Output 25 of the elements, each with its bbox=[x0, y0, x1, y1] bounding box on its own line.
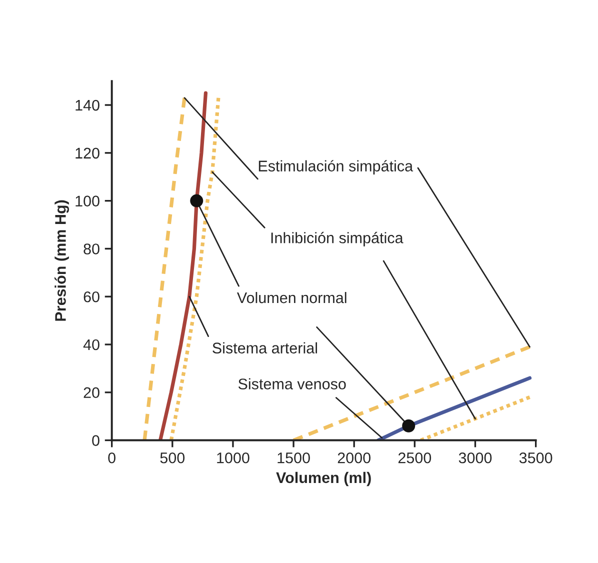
annotation: Inhibición simpática bbox=[271, 232, 404, 246]
y-tick-label: 140 bbox=[76, 100, 100, 111]
y-tick-label: 60 bbox=[84, 291, 100, 302]
line-series bbox=[158, 91, 208, 440]
annotation: Sistema arterial bbox=[212, 342, 317, 354]
y-tick-label: 20 bbox=[84, 387, 100, 398]
annotation: Sistema venoso bbox=[238, 378, 346, 390]
x-tick-label: 500 bbox=[160, 452, 185, 464]
x-tick-label: 1500 bbox=[278, 452, 310, 464]
x-tick-label: 2500 bbox=[398, 452, 432, 464]
y-tick-label: 120 bbox=[76, 148, 100, 159]
x-tick-label: 1000 bbox=[217, 452, 250, 464]
x-tick-label: 3500 bbox=[519, 452, 552, 464]
y-tick-label: 0 bbox=[92, 435, 100, 446]
y-tick-label: 100 bbox=[76, 196, 100, 206]
x-tick-label: 3000 bbox=[458, 452, 492, 464]
y-axis-title: Presión (mm Hg) bbox=[54, 200, 69, 321]
x-tick-label: 2000 bbox=[338, 452, 370, 464]
y-tick-label: 80 bbox=[84, 244, 100, 254]
x-axis-title: Volumen (ml) bbox=[276, 472, 371, 486]
line-series bbox=[142, 96, 186, 440]
x-tick-label: 0 bbox=[108, 452, 116, 464]
annotation: Volumen normal bbox=[236, 292, 346, 304]
y-tick-label: 40 bbox=[83, 339, 100, 350]
annotation: Estimulación simpática bbox=[258, 160, 414, 174]
